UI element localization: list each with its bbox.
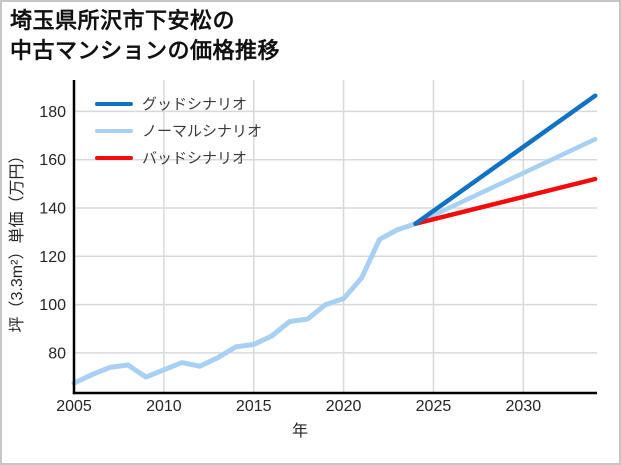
- legend-label-good: グッドシナリオ: [142, 96, 248, 113]
- y-tick-label: 100: [39, 297, 66, 314]
- series-line-ノーマルシナリオ: [413, 136, 598, 226]
- y-tick-label: 160: [39, 152, 66, 169]
- legend-item-normal: ノーマルシナリオ: [95, 122, 263, 140]
- x-tick-label: 2025: [416, 398, 452, 415]
- x-tick-label: 2005: [56, 398, 92, 415]
- legend-label-bad: バッドシナリオ: [142, 150, 248, 167]
- y-tick-label: 140: [39, 201, 66, 218]
- y-axis-label: 坪（3.3m²）単価（万円）: [8, 148, 26, 333]
- y-tick-label: 180: [39, 104, 66, 121]
- legend-item-good: グッドシナリオ: [95, 95, 262, 113]
- y-tick-label: 80: [48, 345, 66, 362]
- legend-label-normal: ノーマルシナリオ: [142, 123, 263, 140]
- chart-legend: グッドシナリオ ノーマルシナリオ バッドシナリオ: [95, 95, 263, 167]
- good-scenario-line-swatch: [95, 101, 133, 106]
- x-tick-label: 2030: [506, 398, 542, 415]
- chart-title-line1: 埼玉県所沢市下安松の: [10, 8, 236, 33]
- x-tick-label: 2020: [326, 398, 362, 415]
- x-tick-label: 2010: [146, 398, 182, 415]
- x-tick-label: 2015: [236, 398, 272, 415]
- series-line-history: [71, 221, 418, 386]
- chart-title-line2: 中古マンションの価格推移: [10, 38, 281, 63]
- y-tick-label: 120: [39, 249, 66, 266]
- series-line-バッドシナリオ: [413, 176, 598, 226]
- series-line-グッドシナリオ: [413, 93, 598, 226]
- x-axis-label: 年: [292, 422, 308, 440]
- bad-scenario-line-swatch: [95, 155, 133, 160]
- chart-title: 埼玉県所沢市下安松の 中古マンションの価格推移: [10, 6, 280, 66]
- normal-scenario-line-swatch: [95, 128, 133, 133]
- legend-item-bad: バッドシナリオ: [95, 149, 262, 167]
